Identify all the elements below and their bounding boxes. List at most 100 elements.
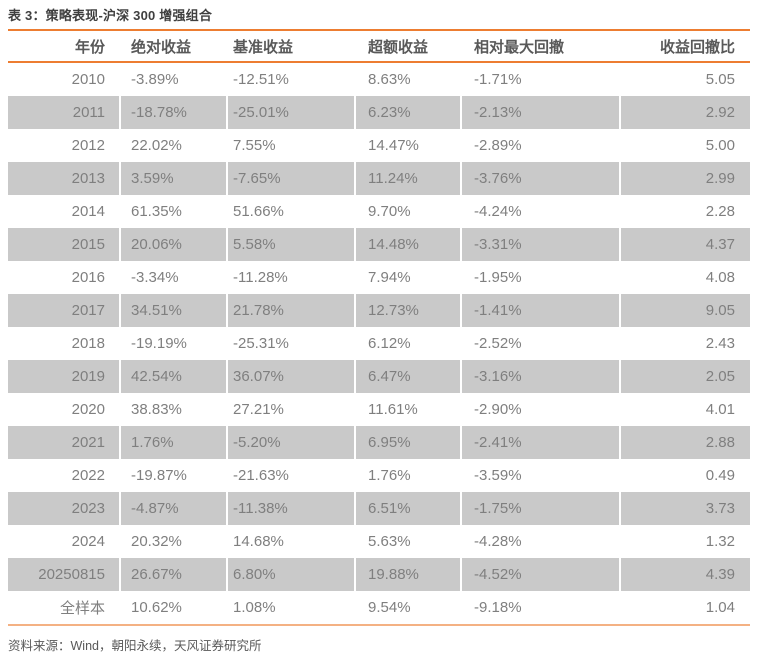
table-cell: 12.73% [354,294,461,327]
table-cell: 51.66% [226,195,355,228]
table-cell: 26.67% [119,558,227,591]
table-cell: 14.47% [354,129,461,162]
table-cell: -21.63% [226,459,355,492]
table-row: 2017 34.51% 21.78% 12.73% -1.41% 9.05 [8,294,750,327]
table-cell: 5.63% [354,525,461,558]
table-cell: -9.18% [460,591,620,626]
table-cell: -19.87% [119,459,227,492]
table-cell: 2021 [71,434,105,451]
table-cell: 7.55% [226,129,355,162]
table-cell: 19.88% [354,558,461,591]
table-cell: 2018 [71,335,105,352]
table-cell: 2020 [71,401,105,418]
table-cell: 20.32% [119,525,227,558]
table-cell: 0.49 [619,459,750,492]
table-cell: -1.95% [460,261,620,294]
table-cell: 22.02% [119,129,227,162]
table-cell: 2016 [71,269,105,286]
table-cell: -25.01% [226,96,355,129]
table-row: 2024 20.32% 14.68% 5.63% -4.28% 1.32 [8,525,750,558]
table-cell: -3.31% [460,228,620,261]
table-cell: 36.07% [226,360,355,393]
table-row: 2015 20.06% 5.58% 14.48% -3.31% 4.37 [8,228,750,261]
table-cell: 9.54% [354,591,461,626]
table-cell: 1.08% [226,591,355,626]
table-cell: 2.99 [619,162,750,195]
table-row: 全样本 10.62% 1.08% 9.54% -9.18% 1.04 [8,591,750,626]
table-cell: 6.95% [354,426,461,459]
table-cell: 2.43 [619,327,750,360]
source-note: 资料来源：Wind，朝阳永续，天风证券研究所 [8,639,262,653]
table-row: 2013 3.59% -7.65% 11.24% -3.76% 2.99 [8,162,750,195]
table-cell: -4.52% [460,558,620,591]
table-cell: 2010 [71,71,105,88]
table-cell: 6.12% [354,327,461,360]
table-cell: -1.41% [460,294,620,327]
table-cell: 4.37 [619,228,750,261]
header-cell-return-drawdown-ratio: 收益回撤比 [619,29,750,63]
table-row: 20250815 26.67% 6.80% 19.88% -4.52% 4.39 [8,558,750,591]
table-row: 2014 61.35% 51.66% 9.70% -4.24% 2.28 [8,195,750,228]
table-cell: -18.78% [119,96,227,129]
table-row: 2010 -3.89% -12.51% 8.63% -1.71% 5.05 [8,62,750,96]
table-cell: 6.23% [354,96,461,129]
table-cell: 2022 [71,467,105,484]
table-cell: -2.90% [460,393,620,426]
table-cell: 5.58% [226,228,355,261]
table-cell: 3.73 [619,492,750,525]
table-cell: 2011 [72,104,105,121]
table-cell: 14.48% [354,228,461,261]
table-cell: 38.83% [119,393,227,426]
table-cell: 42.54% [119,360,227,393]
table-cell: -3.76% [460,162,620,195]
table-row: 2011 -18.78% -25.01% 6.23% -2.13% 2.92 [8,96,750,129]
table-cell: -11.28% [226,261,355,294]
table-cell: 1.32 [619,525,750,558]
table-cell: -3.16% [460,360,620,393]
table-cell: -25.31% [226,327,355,360]
table-cell: 4.08 [619,261,750,294]
table-cell: -4.28% [460,525,620,558]
table-cell: 6.51% [354,492,461,525]
table-cell: -2.52% [460,327,620,360]
table-cell: 27.21% [226,393,355,426]
table-cell: 6.80% [226,558,355,591]
table-cell: 20.06% [119,228,227,261]
performance-table: 年份 绝对收益 基准收益 超额收益 相对最大回撤 收益回撤比 2010 -3.89… [8,29,750,626]
header-cell-absolute-return: 绝对收益 [119,29,227,63]
table-cell: 全样本 [8,591,120,626]
table-cell: 11.24% [354,162,461,195]
table-row: 2016 -3.34% -11.28% 7.94% -1.95% 4.08 [8,261,750,294]
table-cell: 9.70% [354,195,461,228]
table-cell: 1.04 [619,591,750,626]
table-cell: 2015 [71,236,105,253]
table-cell: -1.75% [460,492,620,525]
table-row: 2023 -4.87% -11.38% 6.51% -1.75% 3.73 [8,492,750,525]
table-cell: -3.34% [119,261,227,294]
table-row: 2020 38.83% 27.21% 11.61% -2.90% 4.01 [8,393,750,426]
table-cell: 2013 [71,170,105,187]
table-cell: -11.38% [226,492,355,525]
table-cell: 6.47% [354,360,461,393]
table-cell: -4.24% [460,195,620,228]
table-cell: 4.39 [619,558,750,591]
table-cell: 2023 [71,500,105,517]
table-cell: -5.20% [226,426,355,459]
header-cell-benchmark-return: 基准收益 [226,29,355,63]
table-cell: 10.62% [119,591,227,626]
table-cell: -19.19% [119,327,227,360]
table-cell: 2014 [71,203,105,220]
table-header-row: 年份 绝对收益 基准收益 超额收益 相对最大回撤 收益回撤比 [8,29,750,63]
table-cell: 14.68% [226,525,355,558]
table-cell: 2017 [71,302,105,319]
table-row: 2012 22.02% 7.55% 14.47% -2.89% 5.00 [8,129,750,162]
header-cell-excess-return: 超额收益 [354,29,461,63]
table-row: 2022 -19.87% -21.63% 1.76% -3.59% 0.49 [8,459,750,492]
table-row: 2019 42.54% 36.07% 6.47% -3.16% 2.05 [8,360,750,393]
table-cell: 2.88 [619,426,750,459]
table-cell: 9.05 [619,294,750,327]
table-cell: 11.61% [354,393,461,426]
table-cell: 2.28 [619,195,750,228]
table-body: 2010 -3.89% -12.51% 8.63% -1.71% 5.05 2011 -18.… [8,62,750,626]
table-cell: 4.01 [619,393,750,426]
